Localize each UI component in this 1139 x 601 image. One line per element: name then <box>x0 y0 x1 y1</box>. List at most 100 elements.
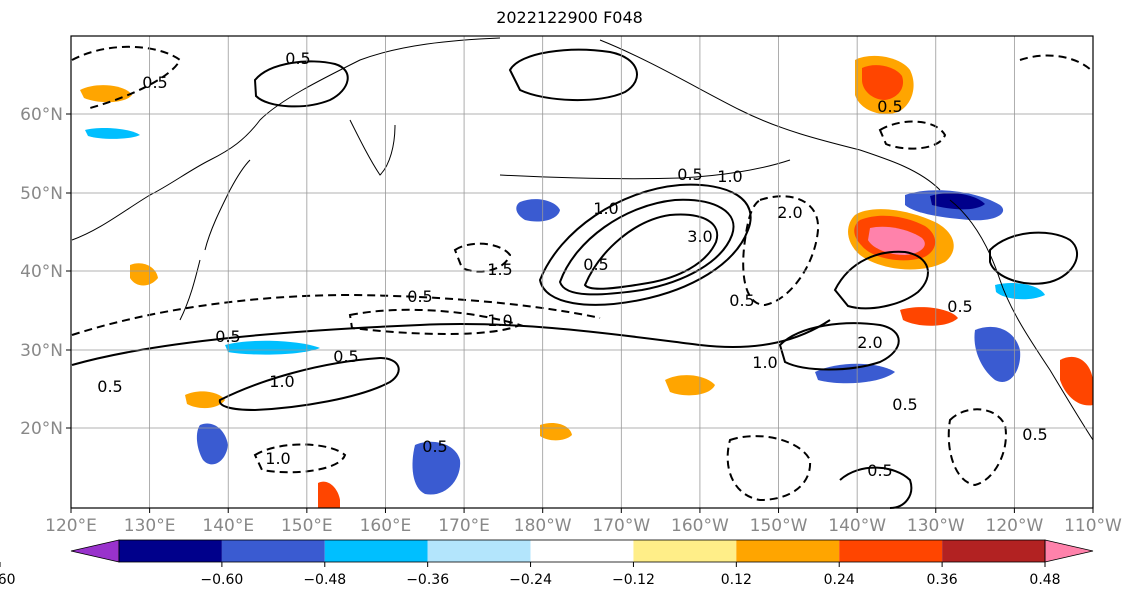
japan-coastline <box>179 159 251 321</box>
dashed-contour <box>726 435 812 502</box>
lon-tick-label: 140°E <box>202 516 254 536</box>
contour-label: 0.5 <box>285 49 310 68</box>
colorbar-tick-labels: −0.60 −0.48 −0.36 −0.24 −0.12 0.12 0.24 0.36 0.4… <box>0 562 1061 588</box>
colorbar-extend-high <box>1044 539 1094 563</box>
lat-tick-label: 20°N <box>20 419 63 439</box>
contour-label: 1.0 <box>265 449 290 468</box>
contour-labels: 0.5 0.5 0.5 1.0 0.5 0.5 1.0 0.5 1.0 3.0 0.5 0.5 1.0 2… <box>97 49 1047 480</box>
contour-label: 1.0 <box>717 167 742 186</box>
colorbar-segment <box>324 540 428 562</box>
colorbar-tick-label: 0.36 <box>927 572 958 588</box>
contour-label: 2.0 <box>777 203 802 222</box>
solid-contour <box>839 466 913 509</box>
lon-tick-label: 160°E <box>360 516 412 536</box>
cool-shading <box>196 423 228 465</box>
solid-contour <box>71 319 831 366</box>
colorbar-segment <box>530 540 634 562</box>
dashed-contour <box>71 293 601 336</box>
lon-tick-label: 120°W <box>986 516 1044 536</box>
contour-label: 0.5 <box>407 287 432 306</box>
dashed-contours <box>71 45 1094 502</box>
solid-contour <box>583 213 719 290</box>
contour-label: 1.0 <box>487 311 512 330</box>
contour-label: 3.0 <box>687 227 712 246</box>
north-america-coastline <box>949 199 1094 441</box>
hot-shading <box>862 65 904 100</box>
light-cool-shading <box>85 127 140 139</box>
light-cool-shading <box>225 340 320 355</box>
contour-label: 2.0 <box>857 333 882 352</box>
contour-label: 0.5 <box>333 347 358 366</box>
contour-label: 1.5 <box>487 260 512 279</box>
lon-tick-label: 130°W <box>907 516 965 536</box>
warm-shading <box>130 263 158 286</box>
solid-contour <box>253 60 349 108</box>
longitude-tick-labels: 120°E 130°E 140°E 150°E 160°E 170°E 180°W 170°W… <box>45 508 1122 536</box>
lon-tick-label: 150°W <box>750 516 808 536</box>
map-background <box>71 36 1093 508</box>
lat-tick-label: 50°N <box>20 184 63 204</box>
dashed-contour <box>453 242 512 273</box>
hot-shading <box>318 481 340 508</box>
map-panel: 0.5 0.5 0.5 1.0 0.5 0.5 1.0 0.5 1.0 3.0 0.5 0.5 1.0 2… <box>70 35 1094 509</box>
lat-tick-label: 30°N <box>20 341 63 361</box>
latitude-tick-labels: 60°N 50°N 40°N 30°N 20°N <box>20 105 71 439</box>
colorbar-segment <box>427 540 531 562</box>
contour-lines <box>71 48 1079 509</box>
contour-label: 0.5 <box>947 297 972 316</box>
colorbar-segment <box>221 540 325 562</box>
dashed-contour <box>742 195 820 307</box>
contour-label: 0.5 <box>729 291 754 310</box>
colorbar-segment <box>736 540 840 562</box>
solid-contour <box>778 322 900 371</box>
warm-shading <box>185 391 225 409</box>
cool-shading <box>974 326 1021 382</box>
dashed-contour <box>71 45 182 109</box>
solid-contour <box>538 183 752 306</box>
solid-contour <box>508 48 638 102</box>
contour-label: 0.5 <box>892 395 917 414</box>
lon-tick-label: 120°E <box>45 516 97 536</box>
contour-label: 0.5 <box>422 437 447 456</box>
contour-label: 0.5 <box>583 255 608 274</box>
lon-tick-label: 160°W <box>671 516 729 536</box>
contour-label: 0.5 <box>142 73 167 92</box>
warm-shading <box>1060 356 1093 406</box>
extreme-shading <box>868 226 925 255</box>
asia-coastline <box>71 37 501 241</box>
cool-shading <box>412 441 461 495</box>
dashed-contour <box>878 120 947 150</box>
aleutian-islands <box>499 159 791 180</box>
lon-tick-label: 110°W <box>1064 516 1122 536</box>
colorbar-segment <box>119 540 222 562</box>
shaded-anomalies <box>80 55 1093 508</box>
contour-label: 0.5 <box>97 377 122 396</box>
deep-cool-shading <box>930 193 985 210</box>
alaska-coastline <box>599 39 941 191</box>
colorbar-tick-label: −0.36 <box>406 572 449 588</box>
colorbar-extend-low <box>70 539 120 563</box>
map-frame <box>70 35 1094 509</box>
colorbar-tick-label: 0.48 <box>1029 572 1060 588</box>
colorbar-tick-label: −0.48 <box>303 572 346 588</box>
lat-tick-label: 60°N <box>20 105 63 125</box>
contour-label: 1.0 <box>752 353 777 372</box>
warm-shading <box>665 375 715 396</box>
solid-contour <box>989 231 1079 285</box>
lon-tick-label: 150°E <box>281 516 333 536</box>
contour-label: 0.5 <box>677 165 702 184</box>
colorbar-segment <box>633 540 737 562</box>
colorbar-tick-label: −0.24 <box>509 572 552 588</box>
colorbar-tick-label: −0.60 <box>200 572 243 588</box>
grid-lines <box>71 36 1093 508</box>
warm-shading <box>540 423 572 441</box>
colorbar-segment <box>839 540 943 562</box>
colorbar-tick-label: −0.12 <box>612 572 655 588</box>
solid-contour <box>558 198 735 296</box>
lon-tick-label: 180°W <box>514 516 572 536</box>
lon-tick-label: 130°E <box>124 516 176 536</box>
colorbar <box>70 539 1094 563</box>
contour-label: 1.0 <box>269 372 294 391</box>
contour-label: 0.5 <box>215 327 240 346</box>
